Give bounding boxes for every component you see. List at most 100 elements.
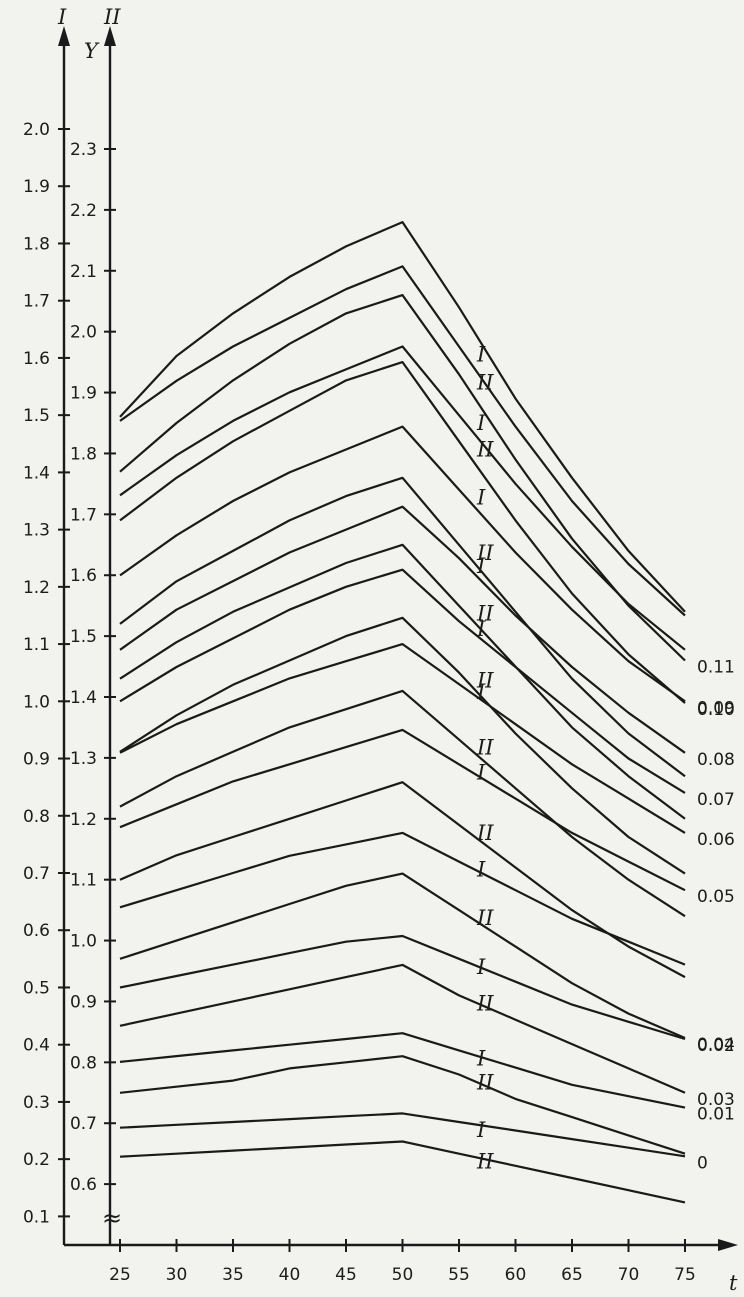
axis-II-tick-label: 1.6 xyxy=(70,566,97,586)
axis-I-tick-label: 0.2 xyxy=(23,1150,50,1170)
series-scale-marker: I xyxy=(476,1046,486,1070)
x-axis-tick-label: 30 xyxy=(166,1265,188,1285)
series-end-label: 0.08 xyxy=(697,750,735,770)
axis-II-tick-label: 0.7 xyxy=(70,1114,97,1134)
series-line-8 xyxy=(119,505,686,754)
axis-II-tick-label: 1.3 xyxy=(70,749,97,769)
series-scale-marker: I xyxy=(476,1118,486,1142)
series-end-label: 0.01 xyxy=(697,1105,735,1125)
series-scale-marker: I xyxy=(476,486,486,510)
x-axis-arrow xyxy=(718,1239,738,1251)
axis-I-tick-label: 1.6 xyxy=(23,349,50,369)
axis-II-tick-label: 2.3 xyxy=(70,140,97,160)
series-scale-marker: II xyxy=(476,370,494,394)
series-line-3 xyxy=(119,361,686,704)
axis-I-tick-label: 1.3 xyxy=(23,521,50,541)
series-line-6 xyxy=(119,425,686,703)
series-line-13 xyxy=(119,781,686,979)
axis-II-tick-label: 2.1 xyxy=(70,262,97,282)
series-line-18 xyxy=(119,934,686,1041)
series-scale-marker: I xyxy=(476,680,486,704)
axis-II-tick-label: 1.0 xyxy=(70,932,97,952)
axis-I-tick-label: 2.0 xyxy=(23,120,50,140)
series-line-22 xyxy=(119,1112,686,1158)
axis-I-tick-label: 0.4 xyxy=(23,1036,50,1056)
series-scale-marker: I xyxy=(476,760,486,784)
axis-I-tick-label: 1.2 xyxy=(23,578,50,598)
axis-I-title: I xyxy=(57,5,67,29)
series-scale-marker: II xyxy=(476,991,494,1015)
x-axis-title: t xyxy=(729,1271,738,1295)
axis-II-tick-label: 1.2 xyxy=(70,810,97,830)
series-line-12 xyxy=(119,642,686,834)
x-axis-tick-label: 70 xyxy=(618,1265,640,1285)
series-line-10 xyxy=(119,568,686,794)
series-line-2 xyxy=(119,265,686,617)
series-line-16 xyxy=(119,831,686,966)
series-end-label: 0.02 xyxy=(697,1036,735,1056)
axis-I-tick-label: 1.8 xyxy=(23,234,50,254)
axes-group: I II Y t ≈ xyxy=(57,5,738,1295)
series-line-14 xyxy=(119,728,686,892)
series-line-5 xyxy=(119,476,686,778)
axis-break-symbol: ≈ xyxy=(102,1204,122,1232)
series-scale-marker: II xyxy=(476,541,494,565)
series-line-0 xyxy=(119,221,686,613)
series-end-label: 0.07 xyxy=(697,790,735,810)
series-scale-marker: I xyxy=(476,617,486,641)
series-line-19 xyxy=(119,1055,686,1155)
x-axis-tick-label: 45 xyxy=(335,1265,357,1285)
axis-I-tick-label: 0.1 xyxy=(23,1207,50,1227)
series-end-label: 0.06 xyxy=(697,830,735,850)
axis-II-arrow xyxy=(104,26,116,46)
series-line-17 xyxy=(119,963,686,1094)
series-scale-marker: II xyxy=(476,437,494,461)
axis-II-tick-label: 1.4 xyxy=(70,688,97,708)
x-axis-tick-label: 55 xyxy=(448,1265,470,1285)
axis-II-tick-label: 1.8 xyxy=(70,444,97,464)
x-axis-tick-label: 60 xyxy=(505,1265,527,1285)
series-scale-marker: II xyxy=(476,736,494,760)
axis-I-tick-label: 1.4 xyxy=(23,463,50,483)
series-group xyxy=(119,221,686,1204)
x-axis-tick-label: 65 xyxy=(561,1265,583,1285)
series-line-9 xyxy=(119,616,686,875)
axis-II-tick-label: 1.7 xyxy=(70,505,97,525)
series-scale-marker: II xyxy=(476,602,494,626)
series-scale-marker: I xyxy=(476,342,486,366)
series-end-label: 0.05 xyxy=(697,887,735,907)
axis-II-tick-label: 2.0 xyxy=(70,323,97,343)
axis-II-tick-label: 1.1 xyxy=(70,871,97,891)
axis-I-tick-label: 1.5 xyxy=(23,406,50,426)
series-end-label: 0.10 xyxy=(697,700,735,720)
series-line-15 xyxy=(119,872,686,1040)
series-end-label: 0.04 xyxy=(697,1035,735,1055)
axis-I-tick-label: 0.7 xyxy=(23,864,50,884)
x-axis-tick-label: 40 xyxy=(279,1265,301,1285)
series-end-label: 0.03 xyxy=(697,1090,735,1110)
series-scale-marker: I xyxy=(476,858,486,882)
series-line-4 xyxy=(119,345,686,651)
axis-I-tick-label: 1.1 xyxy=(23,635,50,655)
axis-I-tick-label: 1.9 xyxy=(23,177,50,197)
axis-I-tick-label: 0.6 xyxy=(23,921,50,941)
series-scale-marker: II xyxy=(476,1071,494,1095)
series-labels-group: 0.11III0.10IIIII0.09III0.08III0.07III0.0… xyxy=(476,342,735,1173)
series-scale-marker: I xyxy=(476,411,486,435)
series-scale-marker: I xyxy=(476,955,486,979)
axis-II-tick-label: 1.9 xyxy=(70,384,97,404)
axis-II-tick-label: 0.9 xyxy=(70,992,97,1012)
x-axis-tick-label: 75 xyxy=(674,1265,696,1285)
axis-II-tick-label: 2.2 xyxy=(70,201,97,221)
axis-I-tick-label: 1.7 xyxy=(23,292,50,312)
series-scale-marker: II xyxy=(476,906,494,930)
series-scale-marker: II xyxy=(476,669,494,693)
series-line-11 xyxy=(119,689,686,918)
series-line-7 xyxy=(119,543,686,820)
series-end-label: 0.11 xyxy=(697,657,735,677)
series-line-20 xyxy=(119,1032,686,1109)
axis-II-tick-label: 1.5 xyxy=(70,627,97,647)
series-line-21 xyxy=(119,1140,686,1204)
